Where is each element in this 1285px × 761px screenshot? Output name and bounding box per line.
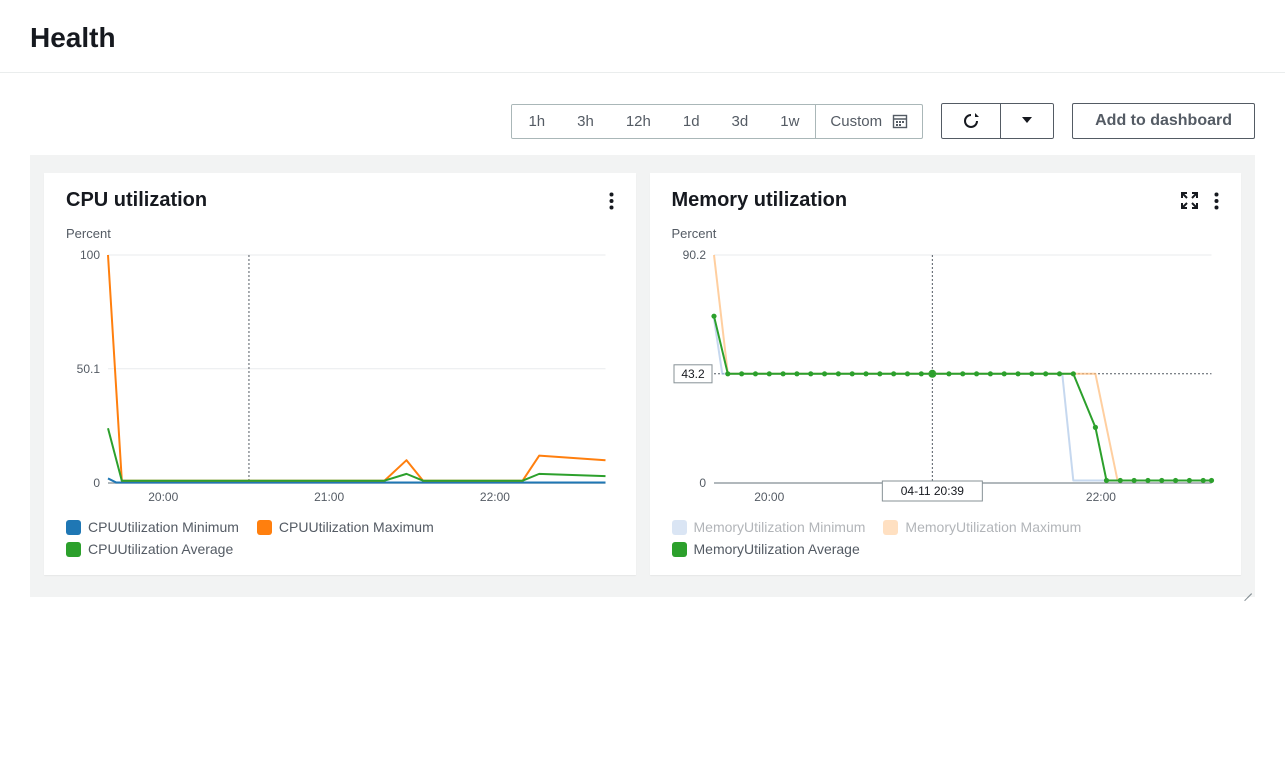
svg-text:22:00: 22:00	[480, 490, 510, 504]
svg-text:20:00: 20:00	[148, 490, 178, 504]
range-12h[interactable]: 12h	[610, 105, 667, 138]
page-title: Health	[30, 22, 1255, 54]
memory-kebab-menu[interactable]	[1214, 192, 1219, 210]
legend-swatch	[257, 520, 272, 535]
cpu-legend: CPUUtilization Minimum CPUUtilization Max…	[66, 519, 614, 557]
panel-area: CPU utilization Percent 0 50.1 100 20:00 21:…	[30, 155, 1255, 597]
svg-text:100: 100	[80, 249, 100, 262]
refresh-group	[941, 103, 1054, 139]
range-custom[interactable]: Custom	[815, 105, 922, 138]
cpu-kebab-menu[interactable]	[609, 192, 614, 210]
legend-swatch	[672, 542, 687, 557]
svg-text:0: 0	[93, 476, 100, 490]
add-to-dashboard-button[interactable]: Add to dashboard	[1072, 103, 1255, 139]
legend-item[interactable]: MemoryUtilization Average	[672, 541, 860, 557]
svg-text:0: 0	[699, 476, 706, 490]
memory-y-label: Percent	[672, 226, 1220, 241]
refresh-button[interactable]	[941, 103, 1001, 139]
legend-label: MemoryUtilization Average	[694, 541, 860, 557]
cpu-card-title: CPU utilization	[66, 189, 207, 212]
legend-swatch	[66, 542, 81, 557]
svg-text:20:00: 20:00	[754, 490, 784, 504]
legend-item[interactable]: MemoryUtilization Minimum	[672, 519, 866, 535]
range-3d[interactable]: 3d	[716, 105, 765, 138]
legend-label: CPUUtilization Minimum	[88, 519, 239, 535]
chevron-down-icon	[1021, 113, 1033, 130]
cpu-card-header: CPU utilization	[66, 189, 614, 212]
legend-item[interactable]: MemoryUtilization Maximum	[883, 519, 1081, 535]
legend-item[interactable]: CPUUtilization Minimum	[66, 519, 239, 535]
legend-item[interactable]: CPUUtilization Average	[66, 541, 233, 557]
refresh-icon	[962, 112, 980, 130]
cpu-card: CPU utilization Percent 0 50.1 100 20:00 21:…	[44, 173, 636, 575]
legend-label: CPUUtilization Maximum	[279, 519, 434, 535]
svg-text:50.1: 50.1	[77, 362, 101, 376]
memory-chart[interactable]: 090.220:0021:0022:0043.204-11 20:39	[672, 249, 1220, 509]
svg-text:04-11 20:39: 04-11 20:39	[900, 484, 963, 498]
memory-card-title: Memory utilization	[672, 189, 848, 212]
range-1d[interactable]: 1d	[667, 105, 716, 138]
legend-item[interactable]: CPUUtilization Maximum	[257, 519, 434, 535]
time-range-group: 1h 3h 12h 1d 3d 1w Custom	[511, 104, 923, 139]
svg-text:90.2: 90.2	[682, 249, 706, 262]
svg-text:22:00: 22:00	[1085, 490, 1115, 504]
range-1w[interactable]: 1w	[764, 105, 815, 138]
legend-label: CPUUtilization Average	[88, 541, 233, 557]
svg-text:21:00: 21:00	[314, 490, 344, 504]
refresh-dropdown-button[interactable]	[1001, 103, 1054, 139]
range-custom-label: Custom	[830, 113, 882, 130]
page-header: Health	[0, 0, 1285, 73]
cpu-chart[interactable]: 0 50.1 100 20:00 21:00 22:00	[66, 249, 614, 509]
range-1h[interactable]: 1h	[512, 105, 561, 138]
resize-handle[interactable]	[1237, 579, 1253, 595]
expand-icon[interactable]	[1181, 192, 1198, 209]
range-3h[interactable]: 3h	[561, 105, 610, 138]
memory-card-header: Memory utilization	[672, 189, 1220, 212]
legend-swatch	[883, 520, 898, 535]
legend-swatch	[672, 520, 687, 535]
svg-text:43.2: 43.2	[681, 367, 705, 381]
legend-label: MemoryUtilization Minimum	[694, 519, 866, 535]
legend-label: MemoryUtilization Maximum	[905, 519, 1081, 535]
legend-swatch	[66, 520, 81, 535]
memory-card: Memory utilization Percent 090.220:0021:…	[650, 173, 1242, 575]
cpu-y-label: Percent	[66, 226, 614, 241]
calendar-icon	[892, 113, 908, 129]
toolbar: 1h 3h 12h 1d 3d 1w Custom	[0, 73, 1285, 155]
memory-legend: MemoryUtilization Minimum MemoryUtilizati…	[672, 519, 1220, 557]
